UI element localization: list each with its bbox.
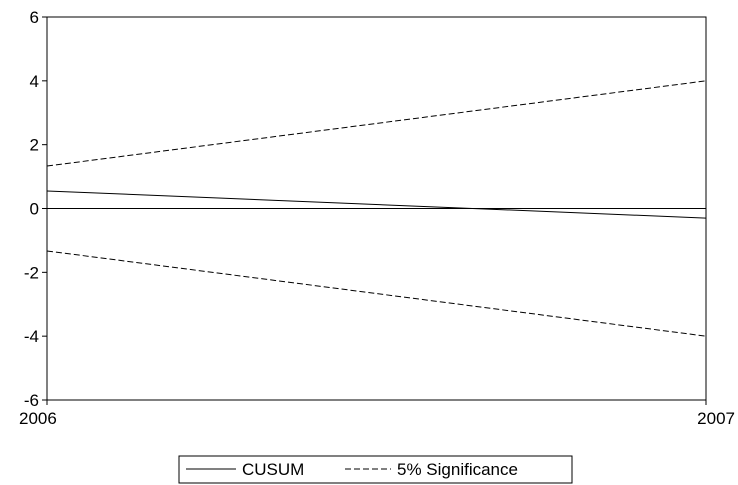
x-tick-label: 2006 xyxy=(19,409,57,428)
y-tick-label: 6 xyxy=(30,8,39,27)
cusum-line xyxy=(46,190,707,219)
y-tick-label: -4 xyxy=(24,327,39,346)
legend-label: CUSUM xyxy=(242,460,304,479)
legend: CUSUM 5% Significance xyxy=(178,455,573,484)
y-tick-label: -2 xyxy=(24,263,39,282)
y-axis: 6 4 2 0 -2 -4 -6 xyxy=(24,8,47,410)
significance-line xyxy=(46,80,707,167)
series-layer xyxy=(46,80,707,337)
y-tick-label: 4 xyxy=(30,72,39,91)
y-tick-label: 0 xyxy=(30,200,39,219)
x-axis: 2006 2007 xyxy=(19,400,735,428)
y-tick-label: 2 xyxy=(30,136,39,155)
legend-label: 5% Significance xyxy=(397,460,518,479)
y-tick-label: -6 xyxy=(24,391,39,410)
significance-line xyxy=(46,250,707,337)
x-tick-label: 2007 xyxy=(697,409,735,428)
